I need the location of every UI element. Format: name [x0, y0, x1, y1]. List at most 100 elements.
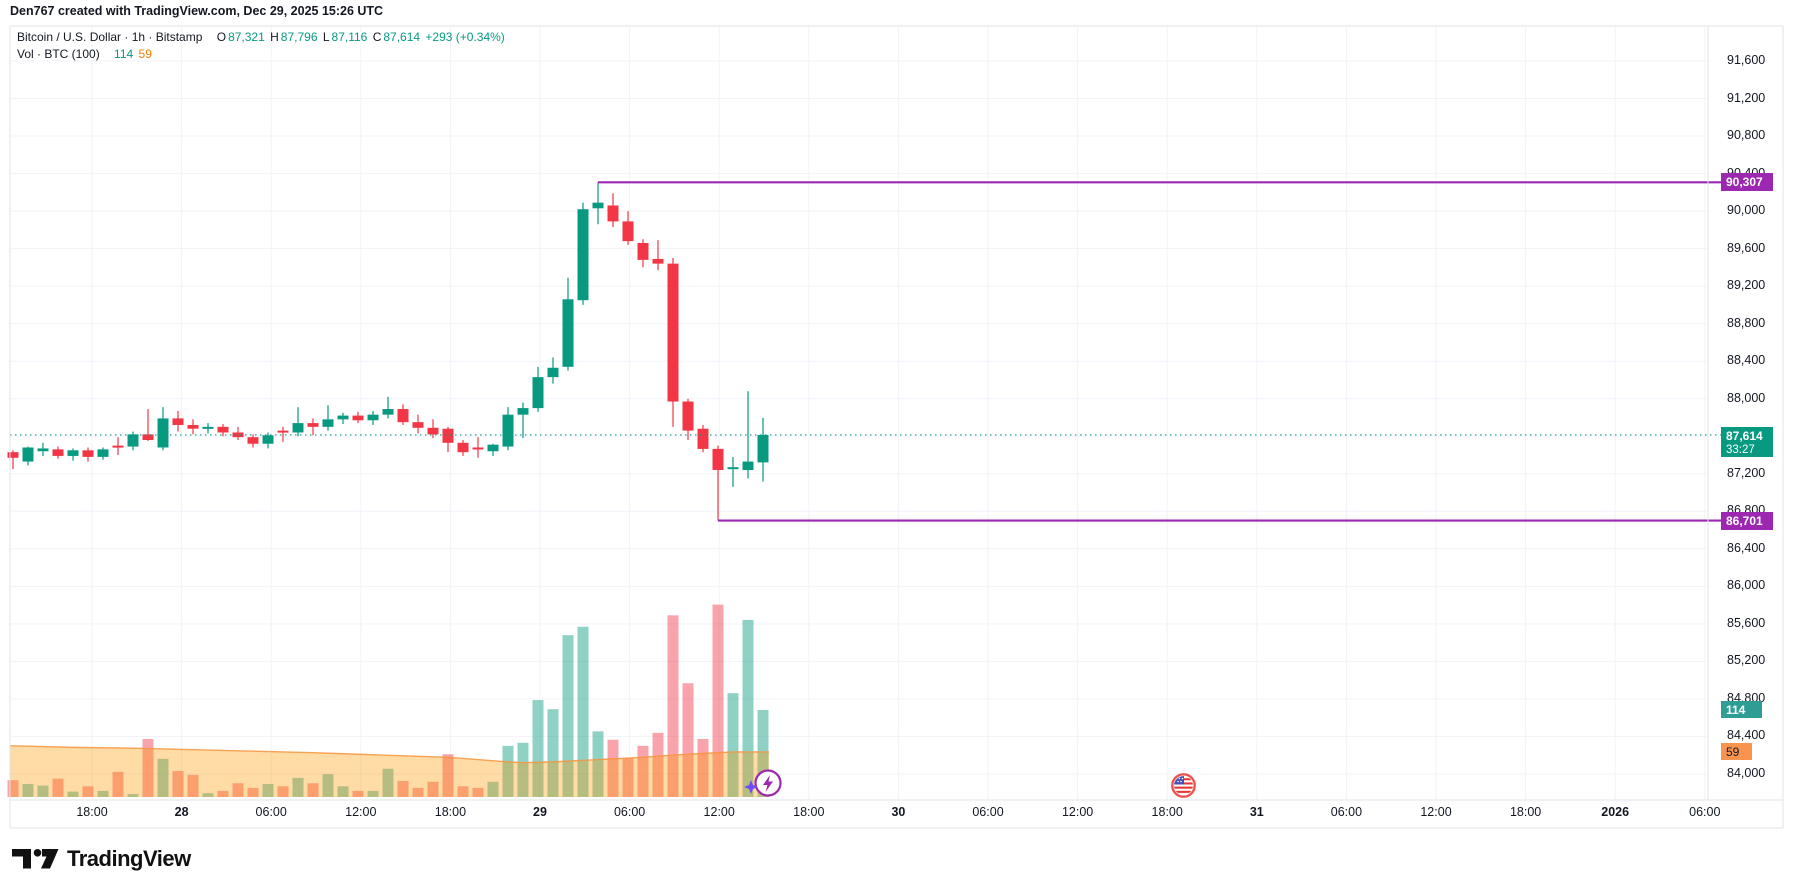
volume-bar [547, 709, 559, 797]
candle-body [412, 422, 424, 428]
open-label: O [216, 30, 227, 44]
volume-bar [622, 758, 634, 797]
volume-bar [322, 774, 334, 797]
volume-ma-value: 59 [138, 47, 152, 61]
volume-bar [472, 787, 484, 797]
candle-body [727, 467, 739, 470]
volume-bar [202, 793, 214, 797]
candle-body [487, 444, 499, 452]
volume-title: Vol · BTC (100) [17, 47, 100, 61]
volume-bar [592, 731, 604, 797]
volume-bar [382, 768, 394, 797]
open-value: 87,321 [228, 30, 265, 44]
volume-bar [7, 780, 19, 797]
candle-body [217, 426, 229, 433]
lightning-event-icon[interactable] [740, 768, 784, 800]
volume-current-value: 114 [114, 47, 134, 61]
volume-bar [697, 738, 709, 797]
change-value: +293 (+0.34%) [425, 30, 505, 44]
us-flag-event-icon[interactable] [1170, 772, 1197, 799]
candle-body [382, 409, 394, 415]
candle-body [442, 428, 454, 443]
volume-bar [337, 786, 349, 797]
volume-bar [112, 771, 124, 797]
volume-bar [712, 604, 724, 797]
volume-bar [292, 777, 304, 797]
candle-body [682, 401, 694, 431]
volume-bar [172, 771, 184, 797]
candle-body [277, 430, 289, 433]
last-price-value: 87,614 [1726, 428, 1763, 443]
volume-bar [757, 709, 769, 797]
candle-body [562, 299, 574, 367]
candle-body [112, 445, 124, 448]
volume-bar [142, 738, 154, 797]
volume-bar [442, 754, 454, 797]
volume-bar [187, 774, 199, 797]
volume-ma-area [10, 745, 769, 797]
candle-body [622, 221, 634, 242]
candle-body [37, 448, 49, 452]
bar-countdown: 33:27 [1726, 443, 1755, 456]
candle-body [127, 434, 139, 447]
candle-body [322, 419, 334, 427]
candle-body [247, 437, 259, 444]
candle-body [457, 442, 469, 453]
candle-body [67, 450, 79, 456]
volume-bar [667, 615, 679, 797]
tradingview-logo-icon [12, 849, 59, 869]
volume-bar [502, 745, 514, 797]
candle-body [397, 409, 409, 423]
volume-bar [22, 784, 34, 797]
candle-body [22, 447, 34, 462]
volume-bar [232, 783, 244, 797]
volume-bar [412, 787, 424, 797]
candle-body [172, 418, 184, 425]
candle-body [142, 434, 154, 440]
support-price-label: 86,701 [1721, 511, 1773, 530]
tradingview-logo[interactable]: TradingView [12, 846, 191, 872]
volume-ma-line [10, 745, 769, 764]
volume-bar [52, 778, 64, 797]
volume-bar [157, 758, 169, 797]
low-label: L [322, 30, 330, 44]
candle-body [157, 418, 169, 448]
candle-body [202, 426, 214, 429]
close-value: 87,614 [383, 30, 421, 44]
candle-body [7, 452, 19, 458]
volume-bar [742, 619, 754, 797]
volume-bar [82, 786, 94, 797]
candle-body [187, 424, 199, 429]
credit-line: Den767 created with TradingView.com, Dec… [10, 4, 384, 18]
volume-bar [652, 732, 664, 797]
candle-body [82, 450, 94, 457]
candle-body [337, 415, 349, 420]
volume-bar [577, 626, 589, 797]
candle-body [262, 435, 274, 444]
volume-bar [37, 785, 49, 797]
volume-bar [127, 793, 139, 797]
volume-legend[interactable]: Vol · BTC (100) 114 59 [17, 47, 154, 61]
symbol-title: Bitcoin / U.S. Dollar · 1h · Bitstamp [17, 30, 203, 44]
candle-body [592, 202, 604, 209]
candle-body [427, 427, 439, 435]
volume-bar [247, 787, 259, 797]
candle-body [652, 258, 664, 264]
candle-body [517, 408, 529, 415]
candle-body [607, 205, 619, 222]
volume-bar [262, 784, 274, 797]
volume-bar [367, 790, 379, 797]
close-label: C [372, 30, 382, 44]
volume-bar [562, 635, 574, 797]
volume-bar [217, 790, 229, 797]
tradingview-logo-text: TradingView [67, 846, 191, 871]
volume-ma-label: 59 [1721, 743, 1752, 761]
volume-bar [682, 683, 694, 797]
candle-body [232, 432, 244, 438]
candle-body [307, 423, 319, 427]
volume-bar [607, 739, 619, 797]
volume-bar [457, 786, 469, 797]
candle-body [742, 461, 754, 471]
